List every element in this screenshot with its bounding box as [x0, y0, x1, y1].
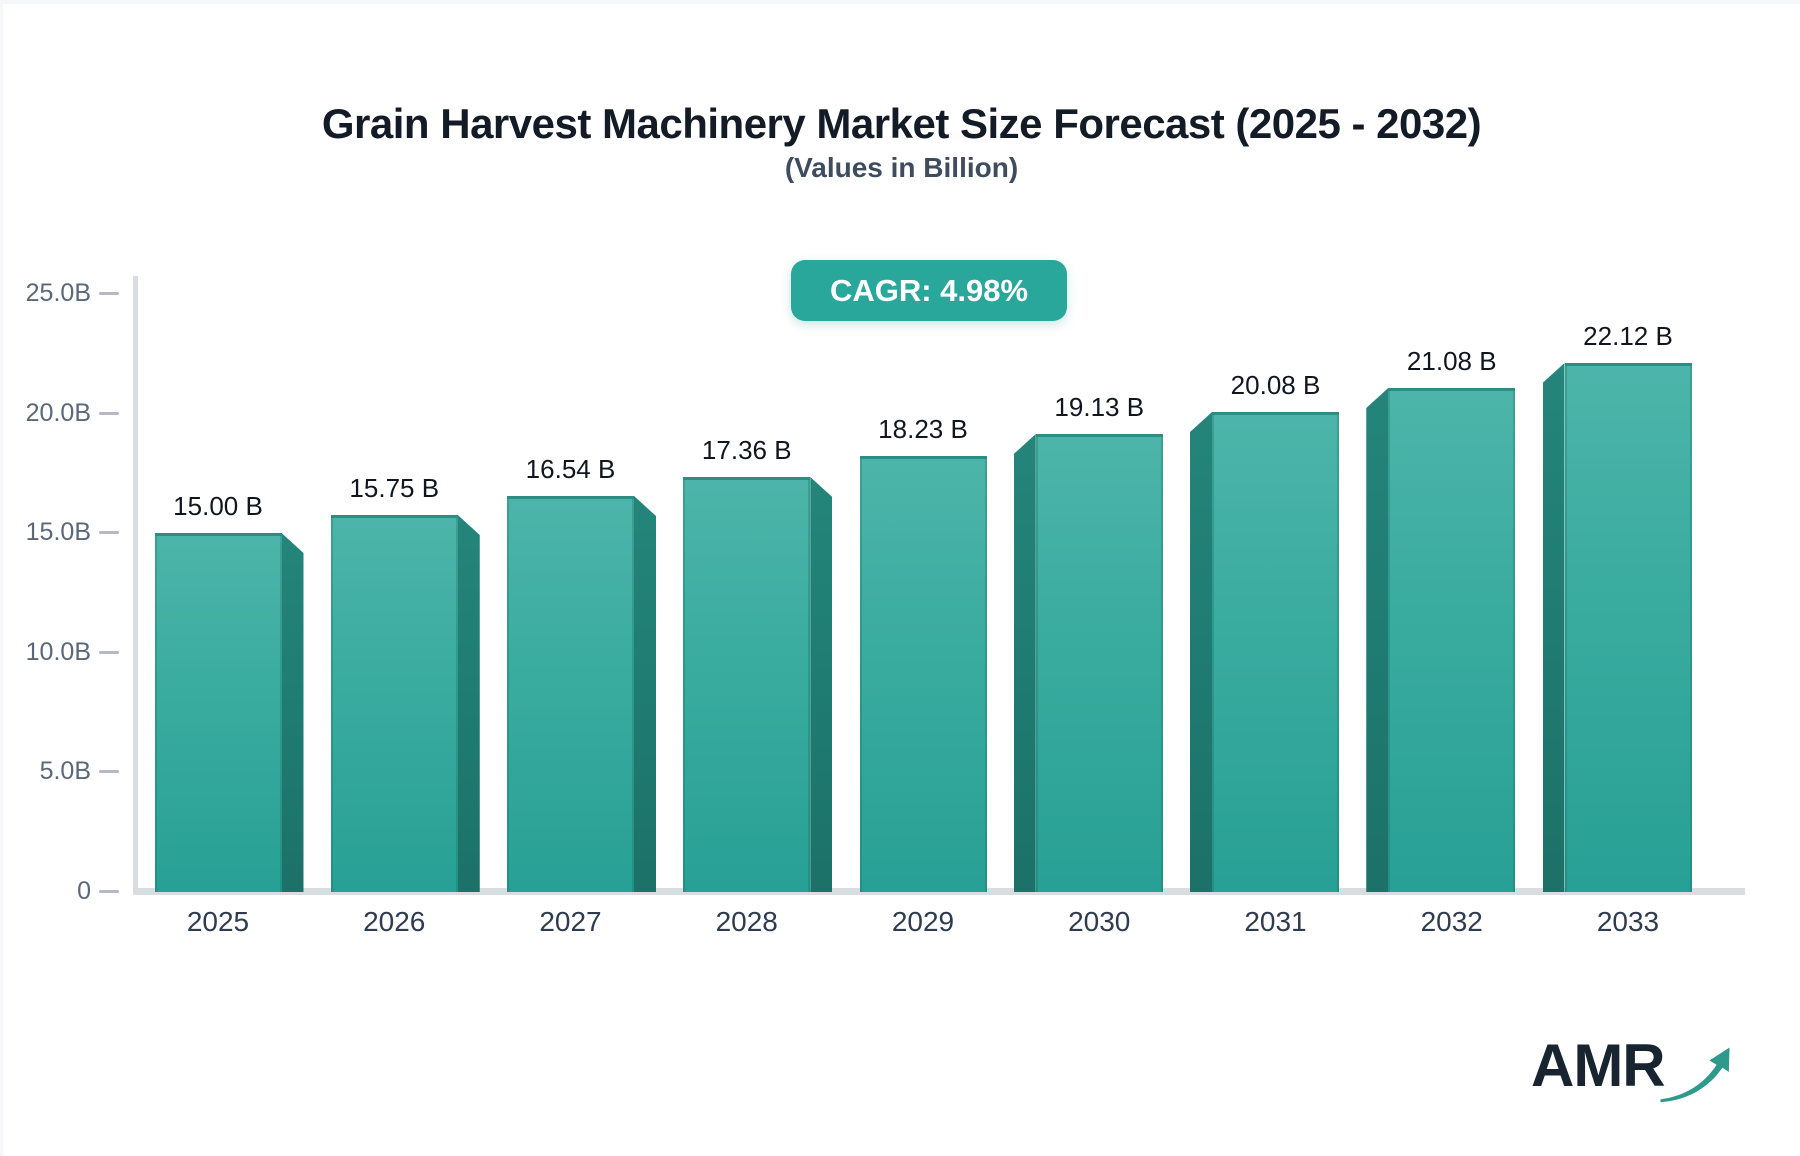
- bar-side-face: [1366, 388, 1389, 892]
- y-axis-tick-mark: [99, 531, 119, 535]
- bar-front-face: [330, 515, 458, 892]
- y-axis-tick-label: 15.0B: [25, 518, 91, 547]
- bar-front-face: [859, 456, 987, 892]
- y-axis-tick-mark: [99, 770, 119, 774]
- bar-value-label: 22.12 B: [1583, 321, 1673, 351]
- bar-2027: [507, 496, 656, 892]
- chart-title: Grain Harvest Machinery Market Size Fore…: [321, 100, 1482, 147]
- bar-front-face: [1212, 412, 1339, 892]
- y-axis-tick-mark: [99, 292, 119, 295]
- bar-side-face: [1190, 412, 1212, 892]
- bar-front-face: [154, 533, 282, 892]
- chart-subtitle: (Values in Billion): [784, 152, 1019, 183]
- bar-side-face: [1013, 434, 1036, 892]
- y-axis-tick-label: 0: [77, 877, 91, 905]
- x-axis-label: 2033: [1596, 906, 1660, 937]
- bar-value-label: 20.08 B: [1230, 370, 1321, 400]
- bar-2031: [1190, 412, 1339, 892]
- bar-side-face: [457, 515, 480, 892]
- bar-2030: [1013, 434, 1163, 892]
- growth-arrow-icon: [1659, 1036, 1731, 1113]
- y-axis-tick-label: 5.0B: [39, 757, 91, 786]
- bar-value-label: 16.54 B: [525, 454, 616, 484]
- chart-card: Grain Harvest Machinery Market Size Fore…: [3, 4, 1800, 1156]
- bar-value-label: 19.13 B: [1054, 392, 1145, 422]
- bar-value-label: 15.00 B: [173, 491, 263, 521]
- bar-2028: [683, 477, 833, 892]
- bar-2033: [1542, 363, 1692, 892]
- bar-side-face: [810, 477, 833, 892]
- x-axis-label: 2029: [891, 906, 955, 937]
- x-axis-label: 2026: [363, 906, 426, 937]
- bar-2025: [154, 533, 304, 892]
- bar-2026: [330, 515, 480, 892]
- x-axis-label: 2030: [1068, 906, 1131, 937]
- x-axis-label: 2027: [539, 906, 602, 937]
- y-axis-tick-mark: [99, 890, 119, 893]
- bar-front-face: [1035, 434, 1163, 892]
- x-axis-label: 2032: [1420, 906, 1483, 937]
- bar-value-label: 21.08 B: [1406, 346, 1497, 376]
- bar-2032: [1366, 388, 1516, 892]
- bar-front-face: [1388, 388, 1516, 892]
- bar-front-face: [507, 496, 634, 892]
- y-axis-tick-mark: [99, 411, 119, 415]
- y-axis-line: [133, 276, 138, 892]
- bar-value-label: 18.23 B: [878, 414, 968, 444]
- bar-side-face: [281, 533, 304, 892]
- cagr-badge: CAGR: 4.98%: [791, 260, 1067, 321]
- bar-front-face: [683, 477, 811, 892]
- y-axis-tick-label: 20.0B: [25, 398, 91, 427]
- brand-logo: AMR: [1531, 1034, 1731, 1113]
- y-axis-tick-label: 25.0B: [25, 279, 91, 307]
- bar-chart: Grain Harvest Machinery Market Size Fore…: [3, 4, 1800, 1156]
- y-axis-tick-mark: [99, 650, 119, 654]
- y-axis-tick-label: 10.0B: [25, 637, 91, 666]
- bar-value-label: 15.75 B: [349, 473, 440, 503]
- x-axis-label: 2025: [186, 906, 250, 937]
- bar-side-face: [634, 496, 656, 892]
- x-axis-label: 2031: [1244, 906, 1307, 937]
- bar-value-label: 17.36 B: [701, 435, 792, 465]
- bar-side-face: [1542, 363, 1565, 892]
- x-axis-label: 2028: [715, 906, 778, 937]
- bar-2029: [859, 456, 987, 892]
- bar-front-face: [1564, 363, 1692, 892]
- logo-text: AMR: [1531, 1032, 1666, 1099]
